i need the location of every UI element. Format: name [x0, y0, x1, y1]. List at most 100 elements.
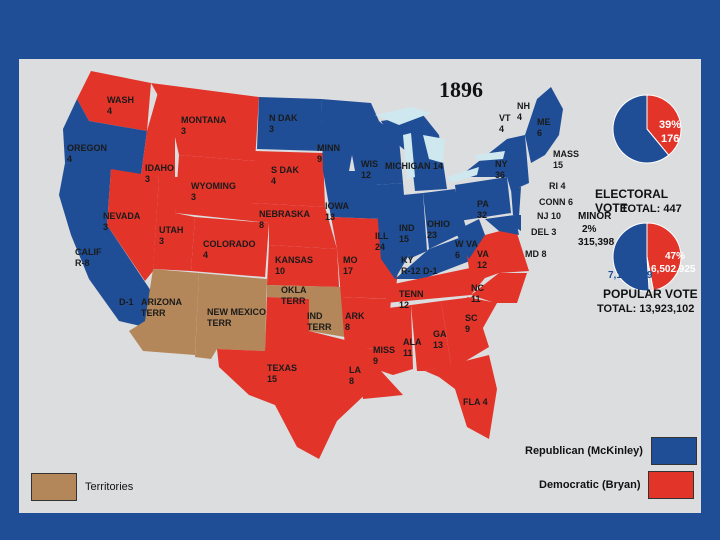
state-wva [455, 219, 485, 259]
lake-michigan [403, 133, 415, 179]
state-oregon [63, 99, 147, 175]
state-label-wva: W VA 6 [455, 239, 478, 260]
state-del [515, 215, 521, 231]
state-label-calif: CALIF R-8 [75, 247, 102, 268]
state-label-md: MD 8 [525, 249, 547, 259]
legend-territories-swatch [31, 473, 77, 501]
legend-republican: Republican (McKinley) [525, 437, 697, 465]
state-label-texas: TEXAS 15 [267, 363, 298, 384]
state-label-ohio: OHIO 23 [427, 219, 451, 240]
popular-vote-pie [612, 222, 682, 292]
state-ill [375, 183, 409, 279]
state-label-pa: PA 32 [477, 199, 489, 220]
state-arizona [129, 269, 199, 355]
state-texas [217, 297, 371, 459]
map-frame: 1896 WASH 4 OREGON 4 CALIF R-8 IDAHO 3 NEVAD… [19, 59, 701, 513]
state-nevada [107, 169, 159, 281]
state-label-sdak: S DAK 4 [271, 165, 300, 186]
state-label-va: VA 12 [477, 249, 489, 270]
pv-rep-slice [612, 222, 650, 292]
legend-republican-swatch [650, 437, 697, 465]
state-ny [459, 135, 529, 191]
state-va [467, 227, 529, 283]
state-label-idaho: IDAHO 3 [145, 163, 174, 184]
state-ohio [423, 189, 467, 249]
ev-dem-pct: 39% [659, 119, 682, 131]
state-ind [403, 193, 427, 259]
state-label-ca_d: D-1 [119, 297, 134, 307]
state-label-indterr: IND TERR [307, 311, 332, 332]
state-label-nevada: NEVADA 3 [103, 211, 141, 232]
state-montana [151, 83, 259, 161]
state-ndak [257, 97, 323, 151]
state-la [345, 347, 403, 399]
state-label-nj: NJ 10 [537, 211, 562, 221]
state-label-ala: ALA 11 [403, 337, 422, 358]
state-label-minn: MINN 9 [317, 143, 340, 164]
state-label-mass: MASS 15 [553, 149, 580, 170]
state-sc [467, 297, 497, 335]
state-label-nc: NC 11 [471, 283, 484, 304]
state-label-me: ME 6 [537, 117, 551, 138]
lake-ontario [475, 151, 505, 161]
state-label-ga: GA 13 [433, 329, 447, 350]
lake-superior [375, 107, 431, 125]
state-kansas [267, 245, 339, 287]
state-pa [455, 177, 511, 221]
state-newmexico [195, 273, 267, 359]
state-label-tenn: TENN 12 [399, 289, 424, 310]
legend-territories-label: Territories [85, 481, 134, 493]
state-label-ndak: N DAK 3 [269, 113, 298, 134]
state-label-mo: MO 17 [343, 255, 358, 276]
state-wis [349, 121, 403, 185]
state-label-wash: WASH 4 [107, 95, 134, 116]
state-oklaterr [267, 285, 345, 337]
state-label-utah: UTAH 3 [159, 225, 184, 246]
pv-heading: POPULAR VOTE [603, 287, 698, 301]
state-label-arizona: ARIZONA TERR [141, 297, 182, 318]
state-ky [395, 235, 475, 279]
pv-dem-pct: 47% [665, 251, 686, 262]
state-tenn [385, 267, 489, 303]
state-nj [511, 187, 521, 217]
state-label-nebraska: NEBRASKA 8 [259, 209, 311, 230]
electoral-vote-pie [612, 94, 682, 164]
pv-rep-votes: 7,104,779 [608, 270, 653, 281]
map-title: 1896 [439, 77, 483, 102]
state-label-miss: MISS 9 [373, 345, 396, 366]
state-label-la: LA 8 [349, 365, 361, 386]
state-label-montana: MONTANA 3 [181, 115, 227, 136]
ev-dem-votes: 176 [661, 133, 680, 145]
ev-rep-votes: 271 [623, 135, 642, 147]
state-label-ark: ARK 8 [345, 311, 365, 332]
state-label-oklaterr: OKLA TERR [281, 285, 307, 306]
state-nebraska [251, 203, 337, 249]
state-idaho [141, 89, 175, 179]
state-label-ky: KY R-12 D-1 [401, 255, 438, 276]
legend-democratic-swatch [648, 471, 695, 499]
lake-huron [423, 135, 445, 163]
pv-dem-slice [646, 222, 682, 291]
state-label-ri: RI 4 [549, 181, 566, 191]
state-label-newmexico: NEW MEXICO TERR [207, 307, 267, 328]
state-minn [321, 99, 379, 171]
lake-erie [447, 167, 479, 183]
state-label-wyoming: WYOMING 3 [191, 181, 236, 202]
state-sdak [251, 151, 325, 207]
state-label-nh: NH 4 [517, 101, 530, 122]
ev-heading: ELECTORAL VOTE [595, 187, 668, 215]
election-map [59, 71, 682, 459]
state-label-mich: MICHIGAN 14 [385, 161, 444, 171]
state-label-conn: CONN 6 [539, 197, 574, 207]
ev-total: TOTAL: 447 [621, 203, 682, 215]
state-wash [77, 71, 151, 131]
state-ark [341, 297, 391, 349]
state-label-fla: FLA 4 [463, 397, 488, 407]
ev-dem-slice [646, 94, 682, 156]
state-nc [471, 273, 527, 303]
ev-rep-slice [612, 94, 670, 164]
state-colorado [191, 217, 269, 277]
pv-minor-pct: 2% [582, 224, 597, 235]
state-label-kansas: KANSAS 10 [275, 255, 314, 276]
state-label-vt: VT 4 [499, 113, 511, 134]
